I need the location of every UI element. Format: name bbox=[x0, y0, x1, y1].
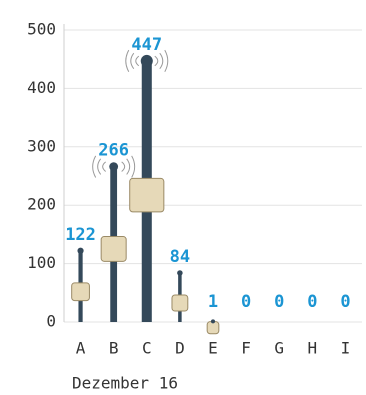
x-tick-label: E bbox=[208, 339, 218, 358]
value-label: 122 bbox=[65, 225, 96, 245]
x-tick-label: A bbox=[76, 339, 86, 358]
antenna-body bbox=[100, 236, 127, 262]
y-tick-label: 400 bbox=[27, 78, 56, 97]
antenna-body bbox=[171, 294, 189, 312]
value-label: 1 bbox=[208, 292, 218, 312]
value-label: 0 bbox=[307, 292, 317, 312]
x-tick-label: I bbox=[341, 339, 351, 358]
x-tick-label: G bbox=[274, 339, 284, 358]
signal-wave bbox=[121, 161, 126, 172]
y-tick-label: 0 bbox=[46, 312, 56, 331]
y-tick-label: 300 bbox=[27, 136, 56, 155]
y-tick-label: 100 bbox=[27, 253, 56, 272]
signal-wave bbox=[97, 158, 102, 175]
signal-wave bbox=[126, 158, 131, 175]
antenna-body bbox=[206, 321, 220, 335]
x-axis-label: Dezember 16 bbox=[72, 374, 178, 393]
signal-wave bbox=[159, 52, 164, 70]
value-label: 0 bbox=[274, 292, 284, 312]
signal-wave bbox=[135, 55, 140, 67]
antenna-tip bbox=[177, 270, 183, 276]
signal-wave bbox=[164, 49, 169, 72]
value-label: 0 bbox=[241, 292, 251, 312]
signal-wave bbox=[131, 155, 136, 178]
x-tick-label: C bbox=[142, 339, 152, 358]
x-tick-label: D bbox=[175, 339, 185, 358]
value-label: 266 bbox=[98, 141, 129, 161]
signal-wave bbox=[92, 155, 97, 178]
x-tick-label: F bbox=[241, 339, 251, 358]
antenna-tip bbox=[109, 162, 119, 172]
antenna-tip bbox=[140, 54, 153, 67]
x-tick-label: H bbox=[308, 339, 318, 358]
antenna-body bbox=[71, 282, 90, 302]
antenna-tip bbox=[77, 247, 84, 254]
value-label: 0 bbox=[340, 292, 350, 312]
y-tick-label: 500 bbox=[27, 20, 56, 39]
value-label: 447 bbox=[131, 35, 162, 55]
signal-wave bbox=[130, 52, 135, 70]
antenna-body bbox=[129, 177, 165, 213]
x-tick-label: B bbox=[109, 339, 119, 358]
signal-wave bbox=[125, 49, 130, 72]
y-tick-label: 200 bbox=[27, 195, 56, 214]
antenna-tip bbox=[210, 319, 216, 324]
signal-wave bbox=[102, 161, 106, 172]
value-label: 84 bbox=[170, 247, 190, 267]
signal-wave bbox=[154, 55, 159, 67]
